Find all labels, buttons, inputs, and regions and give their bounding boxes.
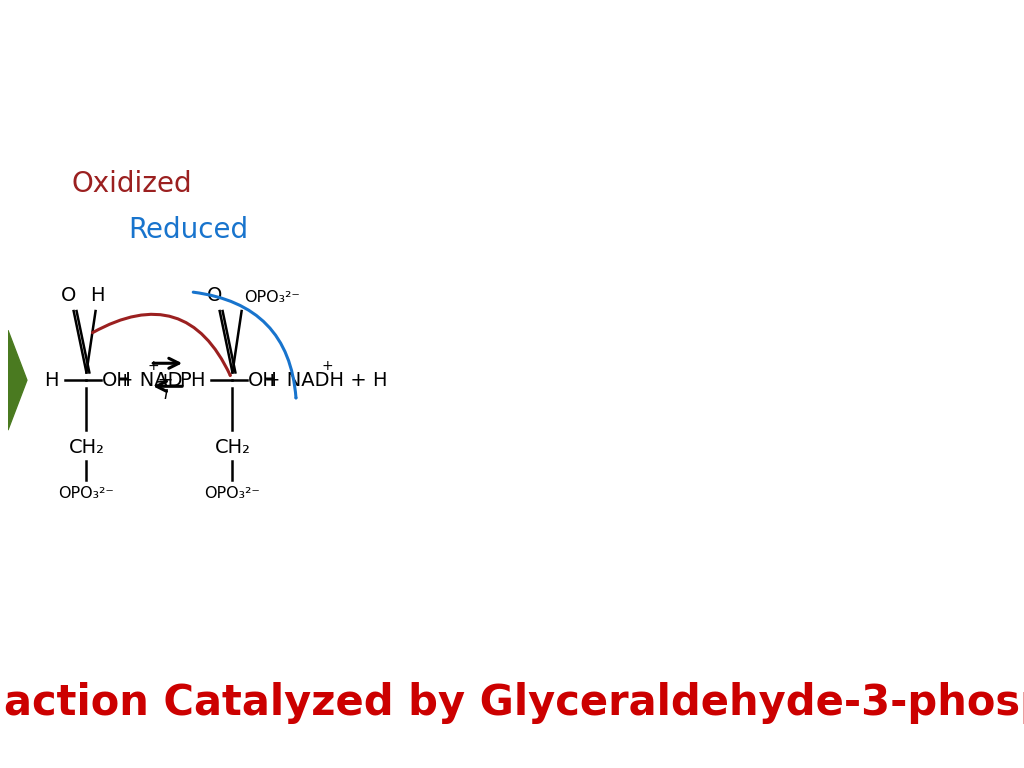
Text: +: +: [147, 359, 160, 373]
Text: O: O: [61, 286, 77, 305]
Text: OH: OH: [248, 371, 278, 389]
Text: +: +: [322, 359, 333, 373]
FancyArrowPatch shape: [92, 314, 230, 376]
Text: + P: + P: [152, 371, 191, 389]
Text: H: H: [190, 371, 205, 389]
Text: + NAD: + NAD: [118, 371, 183, 389]
Text: O: O: [207, 286, 222, 305]
Text: OPO₃²⁻: OPO₃²⁻: [58, 486, 115, 502]
Text: Oxidized: Oxidized: [72, 170, 193, 198]
Text: H: H: [45, 371, 59, 389]
Text: OPO₃²⁻: OPO₃²⁻: [205, 486, 260, 502]
Text: Reduced: Reduced: [129, 217, 249, 244]
Text: H: H: [90, 286, 104, 305]
Text: + NADH + H: + NADH + H: [263, 371, 387, 389]
Text: OPO₃²⁻: OPO₃²⁻: [244, 290, 300, 305]
Text: action Catalyzed by Glyceraldehyde-3-phosphate Dehydrogen: action Catalyzed by Glyceraldehyde-3-pho…: [4, 682, 1024, 723]
Text: i: i: [163, 385, 168, 403]
FancyArrowPatch shape: [194, 292, 296, 398]
Text: CH₂: CH₂: [214, 438, 251, 457]
Text: CH₂: CH₂: [69, 438, 104, 457]
Text: OH: OH: [101, 371, 132, 389]
Polygon shape: [8, 330, 27, 430]
